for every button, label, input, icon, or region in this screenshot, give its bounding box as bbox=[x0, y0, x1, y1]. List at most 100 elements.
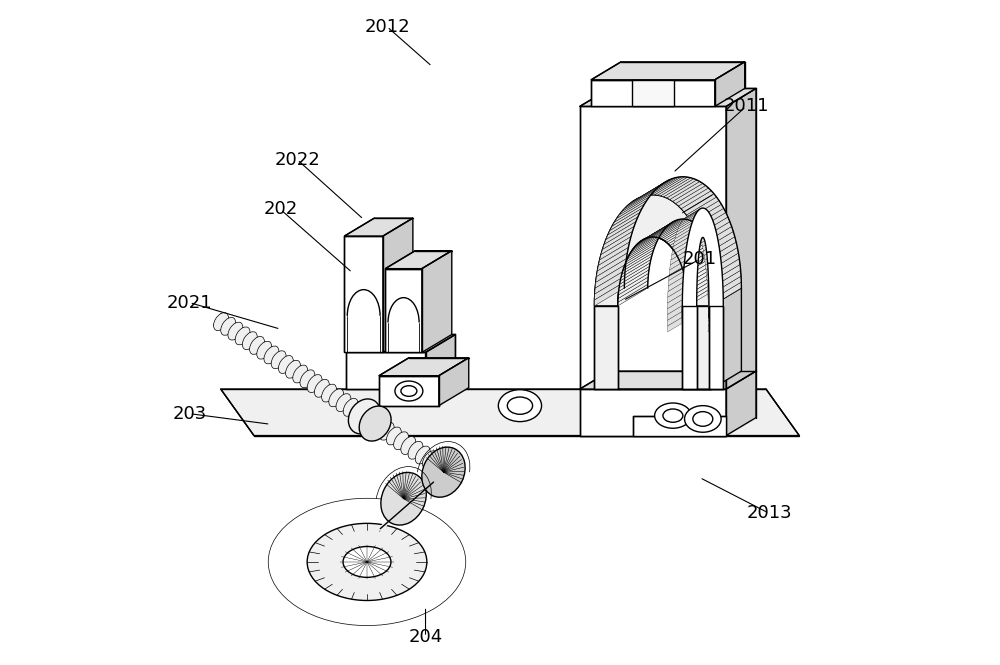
Polygon shape bbox=[628, 236, 660, 257]
Ellipse shape bbox=[381, 472, 426, 525]
Polygon shape bbox=[703, 242, 719, 255]
Ellipse shape bbox=[379, 422, 394, 440]
Polygon shape bbox=[681, 191, 714, 211]
Polygon shape bbox=[670, 182, 703, 201]
Polygon shape bbox=[677, 239, 709, 259]
Polygon shape bbox=[618, 273, 649, 295]
Ellipse shape bbox=[257, 341, 272, 359]
Polygon shape bbox=[661, 221, 693, 240]
Polygon shape bbox=[705, 237, 736, 260]
Polygon shape bbox=[711, 270, 741, 294]
Polygon shape bbox=[685, 208, 701, 218]
Ellipse shape bbox=[401, 436, 416, 454]
Polygon shape bbox=[630, 233, 661, 254]
Polygon shape bbox=[707, 271, 722, 286]
Polygon shape bbox=[620, 259, 651, 281]
Polygon shape bbox=[619, 270, 649, 291]
Polygon shape bbox=[606, 217, 638, 239]
Polygon shape bbox=[618, 277, 648, 299]
Polygon shape bbox=[618, 284, 648, 306]
Polygon shape bbox=[708, 311, 723, 326]
Ellipse shape bbox=[300, 370, 315, 388]
Polygon shape bbox=[694, 213, 711, 224]
Ellipse shape bbox=[422, 447, 465, 497]
Polygon shape bbox=[715, 62, 745, 106]
Polygon shape bbox=[346, 352, 426, 389]
Polygon shape bbox=[650, 219, 682, 237]
Polygon shape bbox=[681, 211, 697, 222]
Polygon shape bbox=[639, 223, 671, 242]
Polygon shape bbox=[658, 177, 691, 196]
Polygon shape bbox=[604, 221, 636, 245]
Ellipse shape bbox=[250, 336, 264, 354]
Polygon shape bbox=[702, 227, 733, 249]
Polygon shape bbox=[671, 247, 687, 260]
Ellipse shape bbox=[235, 327, 250, 345]
Ellipse shape bbox=[293, 365, 308, 383]
Polygon shape bbox=[667, 294, 682, 309]
Polygon shape bbox=[673, 184, 706, 203]
Polygon shape bbox=[627, 239, 658, 259]
Polygon shape bbox=[597, 247, 628, 271]
Polygon shape bbox=[701, 230, 717, 243]
Polygon shape bbox=[627, 186, 660, 206]
Polygon shape bbox=[684, 256, 715, 277]
Polygon shape bbox=[636, 180, 669, 199]
Polygon shape bbox=[580, 371, 756, 389]
Polygon shape bbox=[693, 211, 709, 222]
Polygon shape bbox=[676, 236, 707, 257]
Polygon shape bbox=[686, 266, 717, 288]
Polygon shape bbox=[654, 219, 686, 237]
Ellipse shape bbox=[386, 427, 401, 445]
Polygon shape bbox=[683, 253, 714, 274]
Polygon shape bbox=[668, 271, 684, 286]
Text: 203: 203 bbox=[172, 404, 207, 423]
Polygon shape bbox=[670, 251, 686, 265]
Ellipse shape bbox=[422, 451, 437, 469]
Polygon shape bbox=[645, 220, 676, 239]
Polygon shape bbox=[679, 241, 710, 262]
Polygon shape bbox=[385, 269, 422, 352]
Polygon shape bbox=[687, 270, 717, 291]
Polygon shape bbox=[631, 231, 663, 251]
Polygon shape bbox=[711, 288, 741, 389]
Polygon shape bbox=[688, 306, 711, 389]
Polygon shape bbox=[690, 208, 706, 218]
Polygon shape bbox=[678, 217, 694, 229]
Polygon shape bbox=[636, 226, 668, 245]
Polygon shape bbox=[687, 208, 703, 217]
Polygon shape bbox=[668, 289, 683, 303]
Polygon shape bbox=[697, 217, 713, 229]
Polygon shape bbox=[698, 217, 730, 239]
Polygon shape bbox=[704, 247, 720, 260]
Polygon shape bbox=[591, 62, 745, 80]
Polygon shape bbox=[703, 237, 718, 251]
Polygon shape bbox=[675, 226, 691, 239]
Polygon shape bbox=[684, 194, 717, 215]
Polygon shape bbox=[633, 229, 664, 249]
Polygon shape bbox=[426, 334, 455, 389]
Ellipse shape bbox=[322, 384, 336, 402]
Ellipse shape bbox=[693, 412, 713, 426]
Ellipse shape bbox=[358, 408, 372, 426]
Ellipse shape bbox=[286, 360, 300, 378]
Polygon shape bbox=[667, 311, 682, 326]
Polygon shape bbox=[676, 223, 692, 235]
Polygon shape bbox=[667, 300, 682, 315]
Polygon shape bbox=[385, 251, 452, 269]
Polygon shape bbox=[668, 226, 700, 245]
Polygon shape bbox=[665, 223, 697, 242]
Polygon shape bbox=[696, 213, 728, 235]
Polygon shape bbox=[646, 219, 678, 238]
Text: 202: 202 bbox=[263, 200, 298, 219]
Text: 2013: 2013 bbox=[747, 504, 792, 523]
Polygon shape bbox=[686, 208, 702, 217]
Ellipse shape bbox=[348, 399, 380, 434]
Polygon shape bbox=[707, 266, 722, 281]
Ellipse shape bbox=[395, 381, 423, 401]
Polygon shape bbox=[594, 195, 711, 306]
Polygon shape bbox=[624, 247, 655, 268]
Ellipse shape bbox=[365, 413, 380, 431]
Polygon shape bbox=[711, 276, 741, 300]
Text: 204: 204 bbox=[408, 628, 443, 646]
